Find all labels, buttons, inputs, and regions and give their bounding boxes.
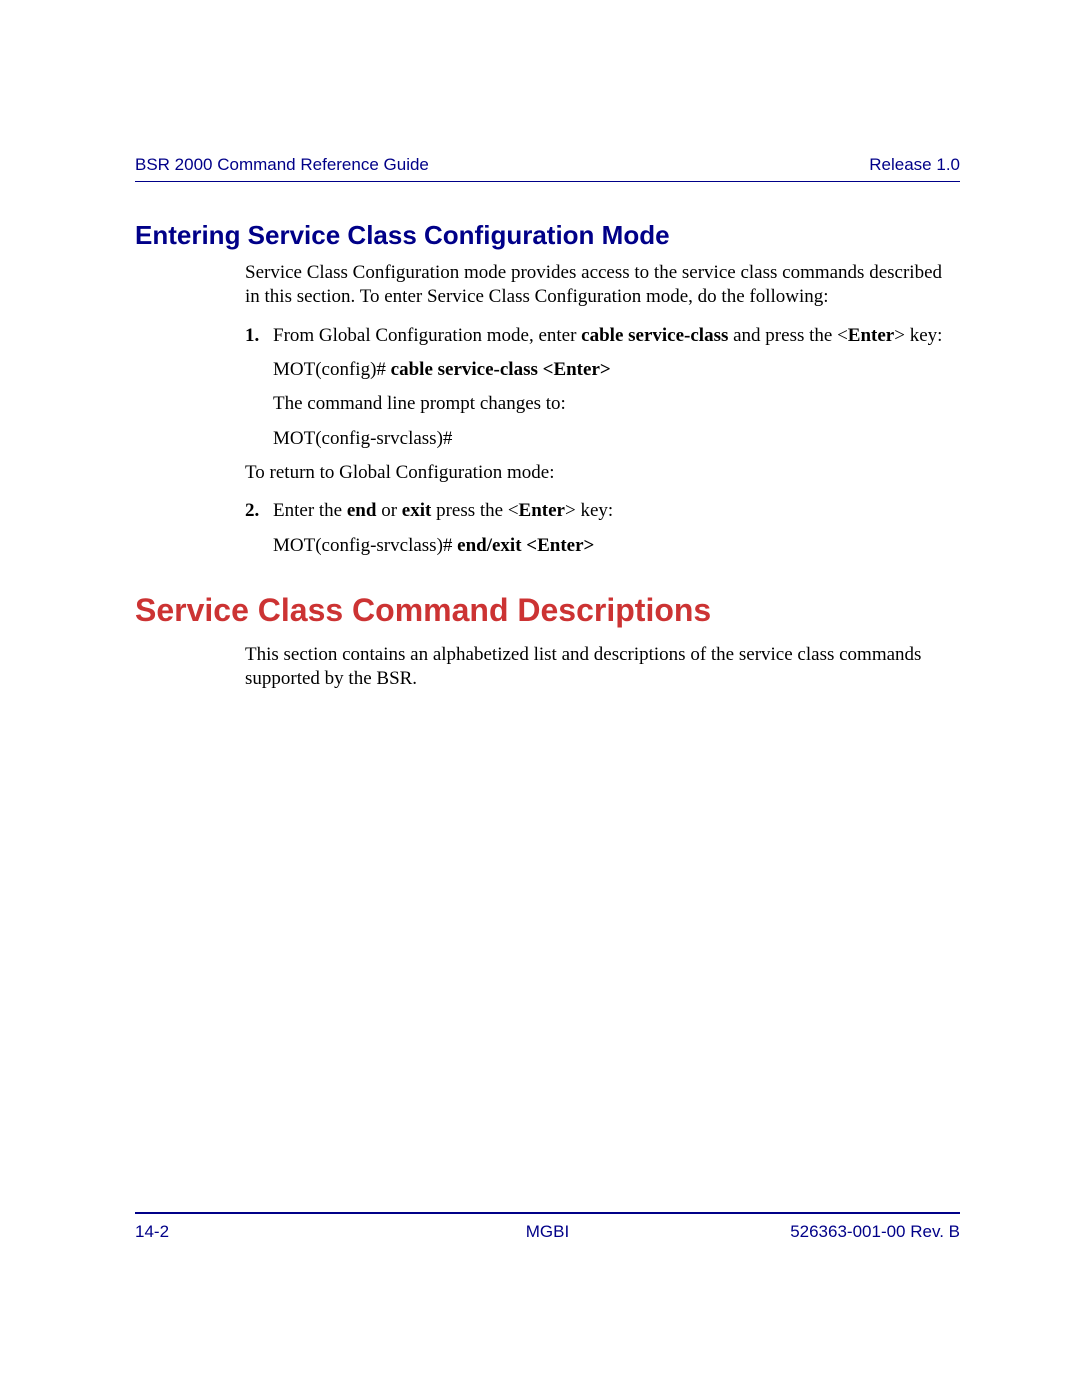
prompt-change-text: The command line prompt changes to: bbox=[273, 392, 960, 416]
section-heading-descriptions: Service Class Command Descriptions bbox=[135, 592, 960, 629]
step-1: 1. From Global Configuration mode, enter… bbox=[245, 324, 960, 348]
step-2-text: Enter the end or exit press the <Enter> … bbox=[273, 499, 960, 523]
step-1-text: From Global Configuration mode, enter ca… bbox=[273, 324, 960, 348]
step-2: 2. Enter the end or exit press the <Ente… bbox=[245, 499, 960, 523]
page-footer: 14-2 MGBI 526363-001-00 Rev. B bbox=[135, 1212, 960, 1242]
page-header: BSR 2000 Command Reference Guide Release… bbox=[135, 155, 960, 182]
prompt-value: MOT(config-srvclass)# bbox=[273, 427, 960, 451]
section2-body: This section contains an alphabetized li… bbox=[245, 643, 960, 692]
step-1-number: 1. bbox=[245, 324, 273, 348]
return-text: To return to Global Configuration mode: bbox=[245, 461, 960, 485]
step-2-number: 2. bbox=[245, 499, 273, 523]
header-left: BSR 2000 Command Reference Guide bbox=[135, 155, 429, 175]
cmd-1: MOT(config)# cable service-class <Enter> bbox=[273, 358, 960, 382]
cmd-2: MOT(config-srvclass)# end/exit <Enter> bbox=[273, 534, 960, 558]
footer-doc-number: 526363-001-00 Rev. B bbox=[790, 1222, 960, 1242]
header-right: Release 1.0 bbox=[869, 155, 960, 175]
section1-body: Service Class Configuration mode provide… bbox=[245, 261, 960, 558]
section-heading-entering: Entering Service Class Configuration Mod… bbox=[135, 220, 960, 251]
page: BSR 2000 Command Reference Guide Release… bbox=[135, 155, 960, 1242]
section2-para: This section contains an alphabetized li… bbox=[245, 643, 960, 692]
intro-para: Service Class Configuration mode provide… bbox=[245, 261, 960, 310]
footer-page-number: 14-2 bbox=[135, 1222, 169, 1242]
